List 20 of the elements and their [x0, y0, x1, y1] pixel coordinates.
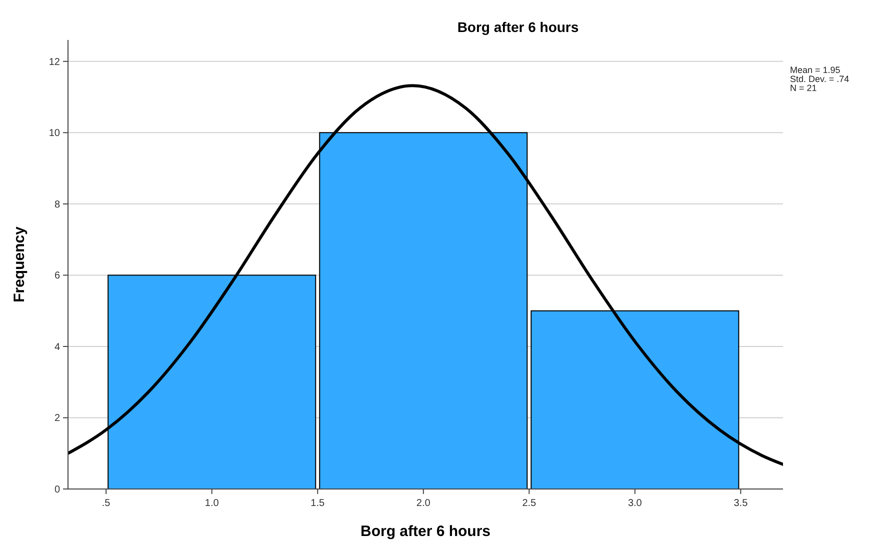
x-tick-label: 2.5: [522, 498, 537, 509]
x-axis-title: Borg after 6 hours: [360, 523, 491, 540]
text: Std. Dev. = .74: [790, 74, 850, 84]
text: N = 21: [790, 83, 817, 93]
y-axis-title: Frequency: [11, 226, 28, 302]
y-tick-label: 6: [54, 270, 60, 282]
chart-title: Borg after 6 hours: [457, 19, 579, 35]
y-tick-label: 8: [54, 199, 60, 210]
x-tick-label: 3.0: [628, 498, 642, 509]
x-tick-label: 1.0: [204, 498, 220, 509]
x-tick-label: 3.5: [734, 498, 748, 509]
x-tick-label: 2.0: [416, 498, 431, 509]
x-tick-label: 1.5: [310, 498, 325, 509]
x-tick-label: .5: [102, 498, 111, 509]
y-tick-label: 0: [54, 484, 60, 496]
y-tick-label: 12: [48, 56, 60, 68]
y-tick-label: 4: [54, 342, 60, 353]
y-tick-label: 10: [48, 128, 60, 140]
text: Mean = 1.95: [790, 65, 840, 75]
y-tick-label: 2: [54, 413, 60, 424]
